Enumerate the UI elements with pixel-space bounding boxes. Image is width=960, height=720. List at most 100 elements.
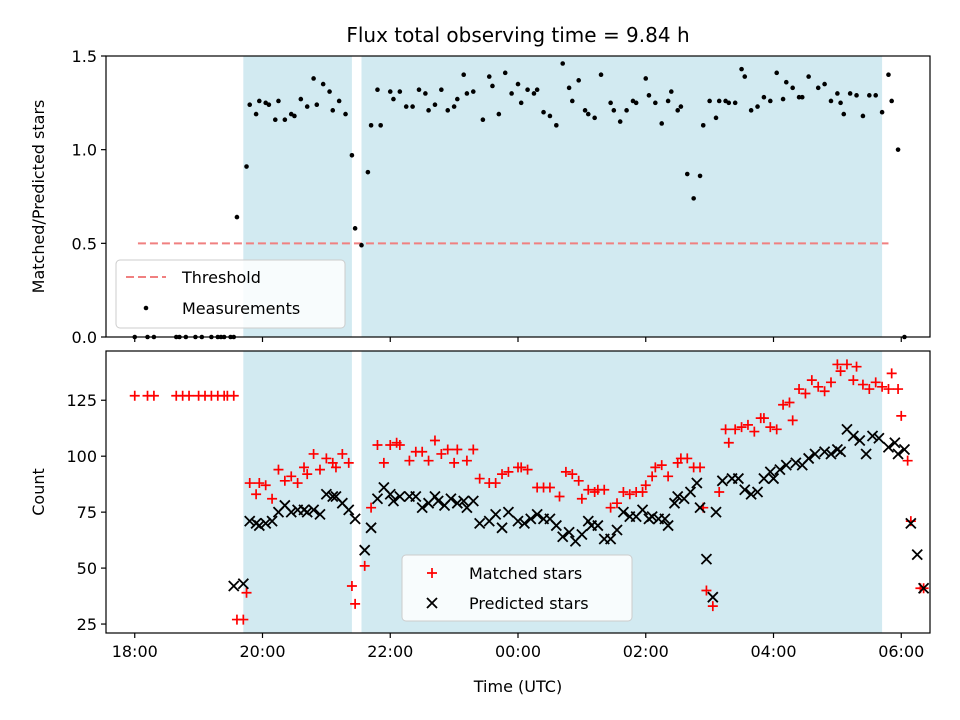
matched-star-point [299, 462, 310, 473]
measurement-point [518, 100, 524, 106]
measurement-point [669, 89, 674, 94]
y-tick-label: 75 [77, 503, 97, 522]
measurement-point [416, 87, 422, 93]
matched-star-point [404, 455, 415, 466]
matched-star-point [784, 397, 795, 408]
predicted-star-point [860, 448, 872, 460]
measurement-point [509, 91, 514, 96]
matched-star-point [841, 359, 852, 370]
matched-star-point [813, 381, 824, 392]
matched-star-point [663, 471, 674, 482]
matched-star-point [599, 484, 610, 495]
predicted-star-point [917, 582, 930, 594]
measurement-point [873, 93, 879, 98]
matched-star-point [267, 493, 278, 504]
predicted-star-point [512, 515, 524, 527]
legend-threshold-label: Threshold [181, 268, 261, 287]
measurement-point [445, 108, 451, 113]
matched-star-point [241, 587, 252, 598]
measurement-point [566, 85, 572, 91]
measurement-point [304, 104, 310, 109]
measurement-point [314, 102, 320, 108]
matched-star-point [800, 388, 811, 399]
measurement-point [761, 94, 767, 100]
predicted-star-point [525, 513, 537, 525]
legend-measurement-label: Measurements [182, 299, 300, 318]
predicted-star-point [359, 544, 371, 556]
matched-star-point [394, 440, 405, 450]
measurement-point [560, 61, 566, 66]
matched-star-point [378, 457, 389, 468]
matched-star-point [742, 419, 753, 430]
matched-star-point [877, 381, 888, 392]
predicted-star-point [394, 490, 406, 503]
matched-star-point [720, 424, 731, 435]
matched-star-point [129, 390, 140, 401]
matched-star-point [503, 466, 514, 477]
predicted-star-point [889, 437, 901, 449]
measurement-point [815, 85, 821, 91]
measurement-point [598, 72, 604, 78]
predicted-star-point [636, 504, 649, 516]
measurement-point [675, 108, 680, 113]
measurement-point [847, 91, 853, 96]
predicted-star-point [774, 463, 786, 476]
matched-star-point [605, 502, 616, 513]
matched-star-point [825, 377, 836, 388]
measurement-point [387, 89, 393, 94]
measurement-point [617, 119, 623, 124]
matched-star-point [583, 484, 594, 495]
predicted-star-point [502, 506, 515, 518]
measurement-point [515, 81, 521, 87]
measurement-point [247, 102, 253, 108]
matched-star-point [474, 473, 485, 484]
matched-star-point [286, 471, 297, 482]
legend-predicted-swatch [426, 597, 438, 609]
matched-star-point [647, 471, 658, 482]
predicted-star-point [592, 519, 604, 532]
predicted-star-point [371, 493, 384, 505]
matched-star-point [749, 426, 760, 437]
measurement-point [739, 66, 744, 72]
matched-star-point [372, 440, 383, 450]
matched-star-point [417, 446, 428, 457]
measurement-point [547, 113, 553, 119]
measurement-point [608, 100, 613, 106]
matched-star-point [254, 478, 265, 489]
predicted-star-point [253, 519, 265, 532]
measurement-point [423, 91, 428, 96]
ratio-panel: 0.0 0.5 1.0 1.5 Matched/Predicted stars Thres… [29, 47, 931, 347]
measurement-point [838, 100, 843, 106]
measurement-point [461, 72, 467, 78]
measurement-point [368, 123, 374, 128]
predicted-star-point [854, 434, 866, 447]
predicted-star-point [314, 508, 326, 521]
measurement-point [470, 89, 476, 94]
predicted-star-point [745, 488, 757, 500]
predicted-star-point [866, 430, 879, 442]
predicted-star-point [432, 495, 444, 507]
matched-star-point [695, 462, 706, 473]
predicted-star-point [617, 506, 630, 518]
measurement-point [397, 89, 403, 94]
matched-star-point [184, 390, 195, 401]
predicted-star-point [531, 508, 543, 521]
predicted-star-point [892, 448, 904, 460]
predicted-star-point [802, 452, 815, 465]
matched-star-point [522, 464, 533, 475]
matched-star-point [497, 469, 508, 480]
measurement-point [716, 98, 722, 104]
predicted-star-point [451, 497, 463, 509]
legend-box [401, 554, 633, 622]
predicted-star-point [260, 517, 272, 529]
matched-star-point [238, 614, 249, 625]
matched-star-point [449, 457, 460, 468]
matched-star-point [423, 455, 434, 466]
matched-star-point [707, 601, 718, 612]
measurement-point [391, 96, 396, 102]
measurement-point [585, 111, 591, 117]
matched-star-point [314, 464, 325, 475]
predicted-star-point [751, 486, 764, 498]
predicted-star-point [898, 443, 911, 456]
predicted-star-point [387, 495, 400, 507]
